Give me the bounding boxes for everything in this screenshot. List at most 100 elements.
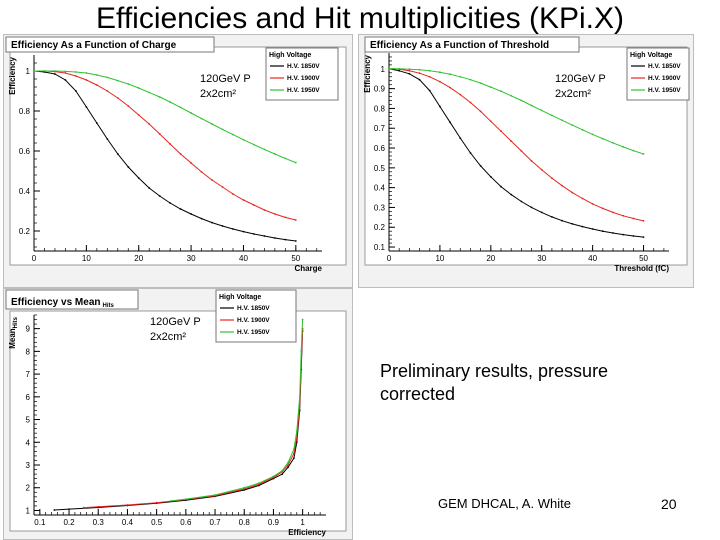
data-point <box>591 133 594 136</box>
x-tick-label: 50 <box>291 254 300 263</box>
data-point <box>242 138 245 141</box>
legend-title: High Voltage <box>269 52 311 59</box>
data-point <box>116 153 119 155</box>
data-point <box>137 87 140 89</box>
data-point <box>398 67 401 70</box>
data-point <box>169 202 172 204</box>
data-point <box>179 106 182 109</box>
data-point <box>489 120 492 123</box>
data-point <box>287 466 289 469</box>
x-axis-label: Charge <box>294 264 322 273</box>
data-point <box>116 97 119 99</box>
y-tick-label: 0.2 <box>374 223 386 232</box>
legend-entry: H.V. 1950V <box>287 87 320 94</box>
data-point <box>551 177 553 180</box>
data-point <box>500 185 502 188</box>
y-tick-label: 5 <box>26 416 31 425</box>
series-line <box>34 70 296 221</box>
data-point <box>155 501 158 504</box>
y-tick-label: 3 <box>26 461 31 470</box>
data-point <box>179 153 182 155</box>
x-axis-label: Efficiency <box>288 528 326 537</box>
y-tick-label: 0.7 <box>374 124 386 133</box>
data-point <box>85 72 88 74</box>
chart-title: Efficiency As a Function of Threshold <box>370 40 549 51</box>
data-point <box>54 70 56 72</box>
y-tick-label: 1 <box>381 65 386 74</box>
data-point <box>200 217 203 220</box>
data-point <box>591 203 594 205</box>
legend-entry: H.V. 1900V <box>237 317 270 324</box>
data-point <box>148 187 151 189</box>
chart-annotation: 2x2cm² <box>150 331 186 343</box>
data-point <box>601 230 604 233</box>
data-point <box>253 143 255 146</box>
data-point <box>200 117 203 120</box>
plot-frame <box>9 310 347 532</box>
data-point <box>388 67 390 70</box>
chart-efficiency-vs-threshold: 0 10 20 30 40 50 0.1 0.2 0.3 0.4 0.5 0.6 0.7 0.8 0.9 1 T… <box>358 34 694 288</box>
data-point <box>500 130 502 133</box>
data-point <box>221 225 224 227</box>
data-point <box>428 75 431 78</box>
chart-title-subscript: Hits <box>102 303 114 309</box>
data-point <box>489 175 492 178</box>
data-point <box>263 209 266 211</box>
data-point <box>200 171 203 173</box>
data-point <box>459 93 462 96</box>
y-tick-label: 4 <box>26 438 31 447</box>
data-point <box>561 119 563 122</box>
x-tick-label: 20 <box>134 254 143 263</box>
data-point <box>469 152 472 154</box>
data-point <box>116 79 119 82</box>
data-point <box>642 220 645 222</box>
data-point <box>137 177 140 179</box>
data-point <box>106 138 109 140</box>
data-point <box>75 71 77 73</box>
data-point <box>601 137 604 140</box>
data-point <box>221 186 224 188</box>
data-point <box>551 114 553 117</box>
chart-title-box <box>5 36 215 53</box>
data-point <box>190 162 193 164</box>
x-tick-label: 0.5 <box>151 518 163 527</box>
data-point <box>632 149 635 152</box>
y-tick-label: 0.8 <box>374 104 386 113</box>
page-number: 20 <box>661 496 677 512</box>
data-point <box>64 70 67 73</box>
data-point <box>257 482 260 485</box>
chart-canvas: 0 10 20 30 40 50 0.1 0.2 0.3 0.4 0.5 0.6 0.7 0.8 0.9 1 T… <box>363 36 690 273</box>
data-point <box>95 74 98 76</box>
data-point <box>298 395 301 398</box>
x-tick-label: 0.8 <box>239 518 251 527</box>
data-point <box>540 168 543 171</box>
x-tick-label: 10 <box>82 254 91 263</box>
y-tick-label: 0.5 <box>374 164 386 173</box>
data-point <box>469 101 472 104</box>
data-point <box>428 69 431 72</box>
data-point <box>232 228 234 230</box>
data-point <box>64 72 67 74</box>
chart-title-box <box>5 289 139 310</box>
data-point <box>642 153 645 155</box>
x-tick-label: 0.3 <box>93 518 105 527</box>
data-point <box>294 161 297 164</box>
data-point <box>253 233 255 235</box>
data-point <box>287 461 289 464</box>
data-point <box>274 213 276 215</box>
data-point <box>53 509 56 511</box>
legend-entry: H.V. 1950V <box>237 329 270 336</box>
data-point <box>408 68 411 71</box>
legend-entry: H.V. 1850V <box>648 63 681 70</box>
data-point <box>622 233 625 236</box>
data-point <box>75 75 77 77</box>
data-point <box>170 500 173 502</box>
x-tick-label: 0.7 <box>209 518 221 527</box>
data-point <box>295 436 298 439</box>
data-point <box>221 128 224 131</box>
data-point <box>571 191 574 194</box>
data-point <box>158 195 161 197</box>
data-point <box>551 216 553 218</box>
y-tick-label: 0.9 <box>374 85 386 94</box>
data-point <box>293 448 295 450</box>
